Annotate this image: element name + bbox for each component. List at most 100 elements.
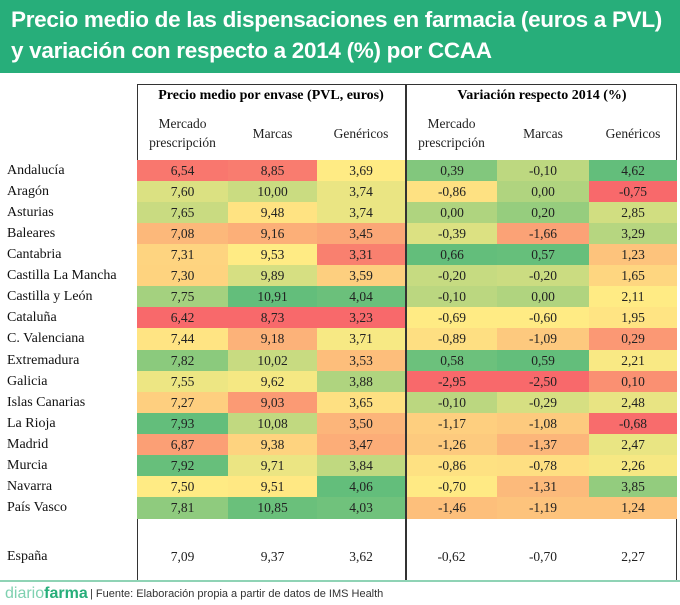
heatmap-cell: 9,18 [228, 328, 317, 351]
heatmap-cell: -0,86 [407, 181, 497, 204]
heatmap-cell: 7,92 [137, 454, 228, 477]
chart-title: Precio medio de las dispensaciones en fa… [11, 7, 663, 63]
total-cell: -0,70 [528, 549, 558, 564]
heatmap-cell: 6,42 [137, 307, 228, 330]
row-label: Murcia [7, 457, 48, 473]
heatmap-cell: 1,23 [589, 244, 677, 267]
heatmap-cell: -0,78 [497, 454, 589, 477]
heatmap-cell: 0,00 [497, 286, 589, 309]
heatmap-cell: 7,27 [137, 391, 228, 414]
row-label: Castilla y León [7, 289, 93, 305]
row-label: Castilla La Mancha [7, 268, 117, 284]
heatmap-cell: 7,31 [137, 244, 228, 267]
heatmap-cell: 9,51 [228, 475, 317, 498]
heatmap-cell: 2,26 [589, 454, 677, 477]
heatmap-cell: -1,17 [407, 412, 497, 435]
heatmap-cell: -0,60 [497, 307, 589, 330]
heatmap-cell: -0,29 [497, 391, 589, 414]
column-header: Genéricos [333, 125, 389, 141]
heatmap-cell: -1,08 [497, 412, 589, 435]
heatmap-cell: 3,23 [317, 307, 405, 330]
heatmap-cell: -2,50 [497, 370, 589, 393]
heatmap-cell: 3,59 [317, 265, 405, 288]
heatmap-cell: 4,62 [589, 160, 677, 182]
heatmap-cell: 6,54 [137, 160, 228, 182]
heatmap-cell: -0,20 [407, 265, 497, 288]
total-cell: 3,62 [349, 549, 373, 564]
heatmap-cell: 10,08 [228, 412, 317, 435]
heatmap-cell: 0,66 [407, 244, 497, 267]
heatmap-cell: 3,53 [317, 349, 405, 372]
heatmap-cell: 0,29 [589, 328, 677, 351]
heatmap-cell: 3,85 [589, 475, 677, 498]
heatmap-cell: 4,04 [317, 286, 405, 309]
heatmap-cell: 4,06 [317, 475, 405, 498]
heatmap-cell: 7,65 [137, 202, 228, 225]
heatmap-cell: 8,73 [228, 307, 317, 330]
row-label: Navarra [7, 478, 53, 494]
footer-divider [0, 580, 680, 582]
row-label: C. Valenciana [7, 331, 85, 347]
row-label: Baleares [7, 226, 56, 242]
heatmap-cell: -0,10 [407, 391, 497, 414]
heatmap-cell: 7,44 [137, 328, 228, 351]
row-label: Cantabria [7, 247, 62, 263]
heatmap-cell: 0,00 [407, 202, 497, 225]
heatmap-cell: 9,16 [228, 223, 317, 246]
column-header: Mercado prescripción [149, 116, 216, 150]
heatmap-cell: 0,20 [497, 202, 589, 225]
source-note: | Fuente: Elaboración propia a partir de… [90, 588, 384, 600]
row-label-total: España [7, 549, 48, 564]
heatmap-cell: 8,85 [228, 160, 317, 182]
heatmap-cell: 10,02 [228, 349, 317, 372]
heatmap-cell: 10,91 [228, 286, 317, 309]
heatmap-cell: 0,39 [407, 160, 497, 182]
row-label: Aragón [7, 184, 49, 200]
heatmap-cell: 0,10 [589, 370, 677, 393]
heatmap-cell: 7,55 [137, 370, 228, 393]
total-cell: 2,27 [621, 549, 645, 564]
heatmap-cell: -0,69 [407, 307, 497, 330]
heatmap-cell: -1,09 [497, 328, 589, 351]
heatmap-cell: 3,31 [317, 244, 405, 267]
heatmap-cell: 3,88 [317, 370, 405, 393]
group-divider [405, 84, 407, 582]
logo-bold: farma [44, 585, 88, 602]
heatmap-cell: 1,65 [589, 265, 677, 288]
heatmap-cell: -0,70 [407, 475, 497, 498]
heatmap-cell: -1,37 [497, 433, 589, 456]
heatmap-cell: 9,62 [228, 370, 317, 393]
row-label: Extremadura [7, 352, 80, 368]
heatmap-cell: 0,00 [497, 181, 589, 204]
heatmap-cell: -2,95 [407, 370, 497, 393]
heatmap-cell: 7,82 [137, 349, 228, 372]
heatmap-cell: 7,93 [137, 412, 228, 435]
heatmap-cell: 9,71 [228, 454, 317, 477]
heatmap-cell: 9,48 [228, 202, 317, 225]
heatmap-cell: 7,50 [137, 475, 228, 498]
heatmap-cell: -0,10 [497, 160, 589, 182]
heatmap-cell: 10,85 [228, 496, 317, 519]
heatmap-cell: 4,03 [317, 496, 405, 519]
heatmap-cell: 1,24 [589, 496, 677, 519]
heatmap-cell: -1,19 [497, 496, 589, 519]
column-header: Marcas [252, 125, 293, 141]
heatmap-cell: -0,20 [497, 265, 589, 288]
heatmap-cell: -1,66 [497, 223, 589, 246]
logo-light: diario [5, 585, 45, 602]
heatmap-cell: 2,48 [589, 391, 677, 414]
row-label: Andalucía [7, 163, 65, 178]
heatmap-cell: -1,26 [407, 433, 497, 456]
heatmap-cell: 7,81 [137, 496, 228, 519]
heatmap-cell: 9,89 [228, 265, 317, 288]
title-banner: Precio medio de las dispensaciones en fa… [0, 0, 680, 73]
heatmap-cell: 3,50 [317, 412, 405, 435]
heatmap-cell: 10,00 [228, 181, 317, 204]
column-header: Genéricos [605, 125, 661, 141]
row-label: Cataluña [7, 310, 57, 326]
heatmap-cell: 3,65 [317, 391, 405, 414]
heatmap-cell: 3,74 [317, 202, 405, 225]
total-cell: 9,37 [260, 549, 285, 564]
total-cell: 7,09 [170, 549, 195, 564]
heatmap-cell: 9,38 [228, 433, 317, 456]
